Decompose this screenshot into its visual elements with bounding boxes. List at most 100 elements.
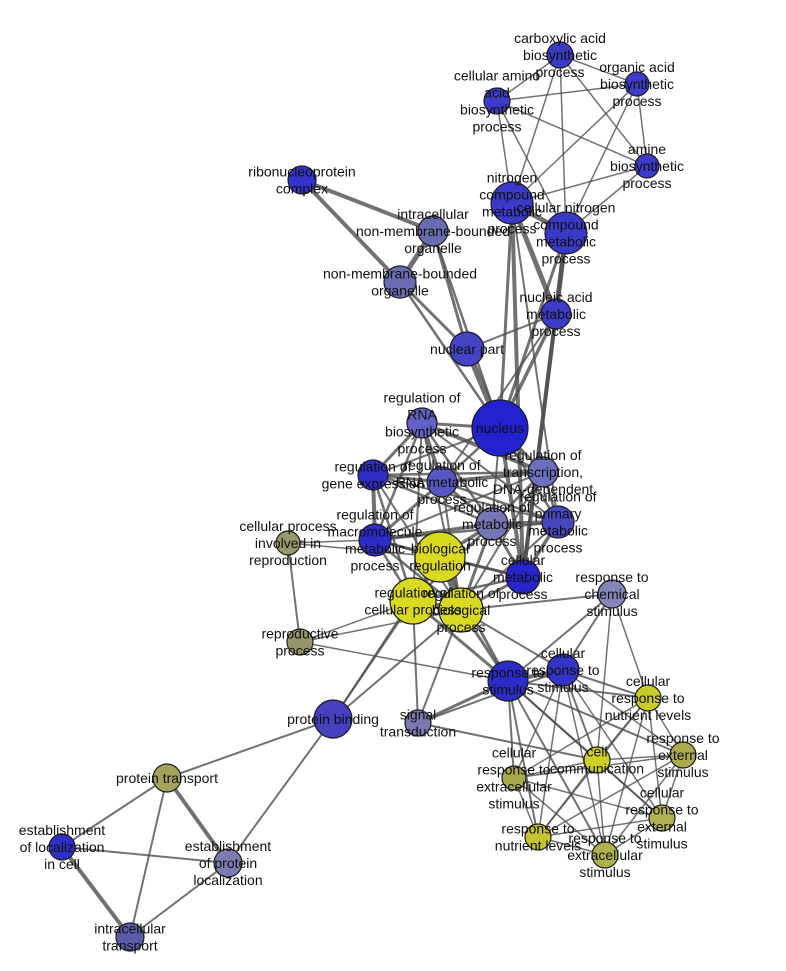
node-non-membrane-bounded-organelle[interactable] (383, 265, 417, 299)
edge-regulation-of-rna-metabolic-process--regulation-of-primary-metabolic-process (440, 480, 560, 524)
node-label-cell-communication: cell communication (550, 744, 644, 777)
edge-regulation-of-transcription-dna-dependent--regulation-of-gene-expression (371, 470, 545, 477)
node-nucleic-acid-metabolic-process[interactable] (540, 298, 572, 330)
node-ribonucleoprotein-complex[interactable] (287, 165, 317, 195)
node-label-protein-binding: protein binding (287, 711, 379, 727)
node-label-response-to-stimulus: response to stimulus (471, 665, 544, 698)
node-cellular-nitrogen-compound-metabolic-process[interactable] (544, 211, 588, 255)
edge-regulation-of-transcription-dna-dependent--regulation-of-macromolecule-metabolic-process (374, 471, 544, 541)
node-organic-acid-biosynthetic-process[interactable] (624, 71, 650, 97)
edge-regulation-of-primary-metabolic-process--regulation-of-macromolecule-metabolic-process (373, 520, 560, 542)
edge-carboxylic-acid-biosynthetic-process--amine-biosynthetic-process (559, 54, 648, 167)
node-label-cellular-amino-acid-biosynthetic-process: cellular amino acid biosynthetic process (454, 68, 541, 135)
node-regulation-of-cellular-process[interactable] (389, 577, 437, 625)
edge-nucleic-acid-metabolic-process--regulation-of-rna-metabolic-process (441, 313, 557, 483)
edge-protein-binding--establishment-of-protein-localization (227, 718, 334, 864)
node-cellular-amino-acid-biosynthetic-process[interactable] (483, 87, 511, 115)
node-cellular-metabolic-process[interactable] (505, 559, 541, 595)
node-response-to-external-stimulus[interactable] (669, 741, 697, 769)
edge-cell-communication--cellular-response-to-extracellular-stimulus (513, 759, 598, 779)
edge-cellular-response-to-nutrient-levels--response-to-extracellular-stimulus (604, 697, 649, 856)
node-label-carboxylic-acid-biosynthetic-process: carboxylic acid biosynthetic process (514, 30, 606, 80)
edge-establishment-of-localization-in-cell--intracellular-transport (60, 845, 132, 939)
edge-organic-acid-biosynthetic-process--nitrogen-compound-metabolic-process (511, 83, 638, 204)
node-label-biological-regulation: biological regulation (409, 541, 471, 574)
node-label-nucleus: nucleus (476, 420, 524, 436)
node-label-non-membrane-bounded-organelle: non-membrane-bounded organelle (323, 266, 477, 299)
edge-carboxylic-acid-biosynthetic-process--organic-acid-biosynthetic-process (559, 54, 638, 85)
node-label-regulation-of-biological-process: regulation of biological process (422, 585, 499, 635)
edge-organic-acid-biosynthetic-process--cellular-amino-acid-biosynthetic-process (496, 83, 638, 102)
node-nucleus[interactable] (471, 399, 529, 457)
node-label-regulation-of-cellular-process: regulation of cellular process (364, 585, 461, 618)
edge-establishment-of-localization-in-cell--establishment-of-protein-localization (61, 846, 229, 864)
node-reproductive-process[interactable] (286, 628, 314, 656)
node-signal-transduction[interactable] (404, 709, 432, 737)
node-cellular-response-to-stimulus[interactable] (546, 653, 580, 687)
node-label-regulation-of-primary-metabolic-process: regulation of primary metabolic process (519, 489, 596, 556)
node-label-intracellular-non-membrane-bounded-organelle: intracellular non-membrane-bounded organel… (356, 206, 510, 256)
node-label-response-to-external-stimulus: response to external stimulus (646, 730, 719, 780)
node-nitrogen-compound-metabolic-process[interactable] (490, 181, 534, 225)
edge-cellular-amino-acid-biosynthetic-process--amine-biosynthetic-process (496, 100, 648, 167)
node-cellular-response-to-external-stimulus[interactable] (648, 804, 676, 832)
node-label-organic-acid-biosynthetic-process: organic acid biosynthetic process (599, 59, 675, 109)
edge-amine-biosynthetic-process--nitrogen-compound-metabolic-process (511, 165, 648, 204)
edge-response-to-chemical-stimulus--response-to-stimulus (507, 593, 613, 682)
edge-cellular-response-to-stimulus--response-to-nutrient-levels (537, 669, 564, 838)
node-regulation-of-transcription-dna-dependent[interactable] (527, 456, 559, 488)
edge-response-to-external-stimulus--response-to-nutrient-levels (537, 754, 684, 838)
node-cell-communication[interactable] (583, 746, 611, 774)
node-label-establishment-of-protein-localization: establishment of protein localization (185, 838, 271, 888)
edge-regulation-of-gene-expression--regulation-of-primary-metabolic-process (372, 474, 559, 523)
node-response-to-chemical-stimulus[interactable] (597, 579, 627, 609)
node-response-to-extracellular-stimulus[interactable] (591, 841, 619, 869)
edge-regulation-of-transcription-dna-dependent--regulation-of-rna-metabolic-process (440, 470, 545, 484)
node-response-to-nutrient-levels[interactable] (524, 823, 552, 851)
node-regulation-of-metabolic-process[interactable] (475, 507, 509, 541)
edge-non-membrane-bounded-organelle--nucleus (398, 280, 502, 430)
edge-organic-acid-biosynthetic-process--amine-biosynthetic-process (636, 83, 648, 167)
edge-cellular-response-to-extracellular-stimulus--response-to-extracellular-stimulus (513, 777, 606, 856)
node-label-signal-transduction: signal transduction (380, 707, 456, 740)
node-regulation-of-macromolecule-metabolic-process[interactable] (358, 523, 392, 557)
edge-regulation-of-gene-expression--regulation-of-biological-process (372, 474, 462, 611)
node-cellular-response-to-extracellular-stimulus[interactable] (501, 765, 527, 791)
edge-nitrogen-compound-metabolic-process--nucleus (498, 201, 514, 430)
edge-protein-transport--establishment-of-protein-localization (165, 776, 230, 865)
edge-establishment-of-protein-localization--intracellular-transport (129, 862, 229, 938)
node-regulation-of-rna-metabolic-process[interactable] (426, 466, 458, 498)
node-regulation-of-biological-process[interactable] (438, 587, 484, 633)
node-biological-regulation[interactable] (414, 531, 466, 583)
edge-cell-communication--response-to-extracellular-stimulus (596, 759, 606, 856)
edge-cellular-response-to-external-stimulus--response-to-nutrient-levels (537, 817, 663, 838)
edge-cellular-response-to-stimulus--signal-transduction (417, 669, 564, 724)
edge-cellular-response-to-stimulus--cellular-response-to-extracellular-stimulus (513, 669, 564, 779)
node-regulation-of-rna-biosynthetic-process[interactable] (406, 407, 438, 439)
node-response-to-stimulus[interactable] (487, 660, 529, 702)
node-regulation-of-gene-expression[interactable] (357, 459, 389, 491)
node-label-establishment-of-localization-in-cell: establishment of localization in cell (19, 822, 105, 872)
node-nuclear-part[interactable] (449, 331, 485, 367)
node-protein-transport[interactable] (152, 763, 182, 793)
node-protein-binding[interactable] (313, 699, 353, 739)
node-regulation-of-primary-metabolic-process[interactable] (541, 505, 575, 539)
node-intracellular-non-membrane-bounded-organelle[interactable] (417, 215, 449, 247)
node-establishment-of-protein-localization[interactable] (213, 848, 243, 878)
node-label-cellular-metabolic-process: cellular metabolic process (493, 552, 553, 602)
node-cellular-response-to-nutrient-levels[interactable] (634, 684, 662, 712)
edge-response-to-stimulus--cellular-response-to-nutrient-levels (507, 680, 649, 699)
node-amine-biosynthetic-process[interactable] (634, 153, 660, 179)
node-label-cellular-nitrogen-compound-metabolic-process: cellular nitrogen compound metabolic proces… (517, 200, 616, 267)
node-intracellular-transport[interactable] (115, 922, 145, 952)
node-label-nuclear-part: nuclear part (430, 341, 504, 357)
nodes-layer (48, 41, 697, 952)
node-cellular-process-involved-in-reproduction[interactable] (275, 530, 301, 556)
node-carboxylic-acid-biosynthetic-process[interactable] (546, 41, 574, 69)
edge-ribonucleoprotein-complex--non-membrane-bounded-organelle (300, 178, 402, 284)
node-label-cellular-response-to-extracellular-stimulus: cellular response to extracellular stimulus (476, 745, 552, 812)
edge-response-to-external-stimulus--response-to-extracellular-stimulus (604, 754, 684, 856)
node-establishment-of-localization-in-cell[interactable] (48, 833, 76, 861)
